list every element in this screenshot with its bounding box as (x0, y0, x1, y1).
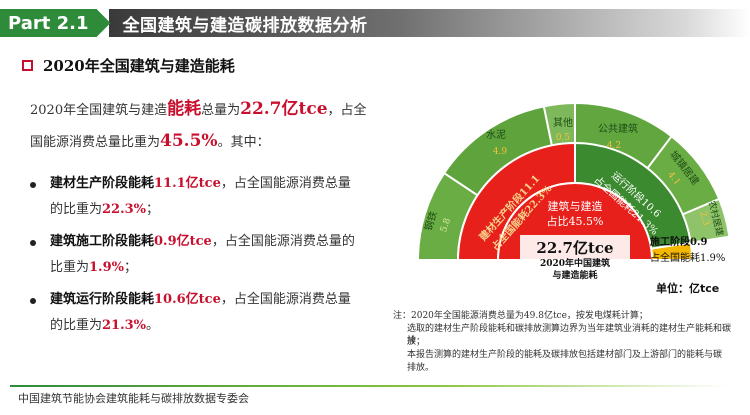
bullet-3-value: 10.6亿tce (154, 292, 221, 307)
outer-label-other: 其他 (553, 116, 573, 129)
bullet-1-line-1: 建材生产阶段能耗11.1亿tce，占全国能源消费总量 (50, 173, 390, 195)
intro-keyword: 能耗 (167, 99, 202, 119)
bullet-2-share: 1.9% (89, 260, 124, 275)
bullet-2-value: 0.9亿tce (154, 234, 212, 249)
note-line-3: 放； (407, 337, 426, 347)
intro-line2-suffix: 。其中： (217, 135, 270, 150)
bullet-dot-icon (30, 240, 36, 246)
square-bullet-icon (22, 60, 33, 71)
note-line-1: 注：2020年全国能源消费总量为49.8亿tce，按发电煤耗计算； (393, 311, 648, 321)
header-title-bar: 全国建筑与建造碳排放数据分析 (108, 9, 750, 37)
construction-label: 施工阶段0.9 (650, 237, 708, 248)
note-line-4: 本报告测算的建材生产阶段的能耗及碳排放包括建材部门及上游部门的能耗与碳 (407, 350, 723, 360)
bullet-1-line2-prefix: 的比重为 (50, 202, 103, 217)
bullet-dot-icon (30, 298, 36, 304)
total-label-bg (520, 235, 630, 280)
unit-label: 单位：亿tce (656, 282, 720, 295)
total-caption-1: 2020年中国建筑 (540, 257, 610, 269)
bullet-3-line-1: 建筑运行阶段能耗10.6亿tce，占全国能源消费总量 (50, 289, 390, 311)
bullet-3-share: 21.3% (102, 318, 147, 333)
intro-line2-prefix: 国能源消费总量比重为 (30, 135, 161, 150)
outer-label-cement: 水泥 (486, 128, 506, 141)
intro-mid: 总量为 (201, 103, 241, 118)
bullet-3-line2-prefix: 的比重为 (50, 318, 103, 333)
bullet-1-line2-suffix: ； (146, 202, 160, 217)
bullet-2-title: 建筑施工阶段能耗 (50, 234, 155, 249)
bullet-2-line2-suffix: ； (124, 260, 138, 275)
bullet-3-line-2: 的比重为21.3%。 (50, 315, 390, 337)
note-line-5: 排放。 (407, 363, 435, 373)
outer-value-cement: 4.9 (493, 147, 508, 157)
page-header: Part 2.1 全国建筑与建造碳排放数据分析 (0, 6, 750, 40)
intro-line-1: 2020年全国建筑与建造能耗总量为22.7亿tce，占全 (30, 98, 390, 122)
construction-share: 占全国能耗1.9% (650, 253, 726, 264)
bullet-3-text: ，占全国能源消费总量 (220, 292, 351, 307)
page-title: 全国建筑与建造碳排放数据分析 (122, 15, 368, 36)
bullet-2-line2-prefix: 比重为 (50, 260, 90, 275)
center-label-1: 建筑与建造 (548, 199, 603, 213)
bullet-3-title: 建筑运行阶段能耗 (50, 292, 155, 307)
intro-line-2: 国能源消费总量比重为45.5%。其中： (30, 130, 390, 154)
outer-value-public-building: 4.2 (607, 141, 621, 151)
total-caption-2: 与建造能耗 (552, 269, 597, 280)
total-value: 22.7亿tce (536, 239, 613, 257)
bullet-1-text: ，占全国能源消费总量 (220, 176, 351, 191)
bullet-dot-icon (30, 182, 36, 188)
bullet-1-value: 11.1亿tce (154, 176, 221, 191)
intro-total: 22.7亿tce (240, 99, 328, 119)
bullet-3-line2-suffix: 。 (146, 318, 160, 333)
intro-suffix: ，占全 (327, 103, 367, 118)
bullet-2-line-2: 比重为1.9%； (50, 257, 390, 279)
intro-prefix: 2020年全国建筑与建造 (30, 103, 168, 118)
outer-value-steel: 5.8 (439, 217, 453, 234)
intro-share: 45.5% (160, 131, 218, 151)
center-label-2: 占比45.5% (547, 214, 604, 228)
bullet-2-line-1: 建筑施工阶段能耗0.9亿tce，占全国能源消费总量的 (50, 231, 390, 253)
note-line-2: 选取的建材生产阶段能耗和碳排放测算边界为当年建筑业消耗的建材生产能耗和碳排 (407, 324, 732, 346)
section-title: 2020年全国建筑与建造能耗 (43, 57, 235, 75)
part-tag: Part 2.1 (0, 9, 97, 37)
outer-label-public-building: 公共建筑 (598, 122, 638, 135)
bullet-2-text: ，占全国能源消费总量的 (211, 234, 355, 249)
footer-divider (10, 385, 730, 387)
bullet-1-title: 建材生产阶段能耗 (50, 176, 155, 191)
bullet-1-line-2: 的比重为22.3%； (50, 199, 390, 221)
outer-value-rural-residential: 2.3 (697, 210, 710, 227)
section-heading: 2020年全国建筑与建造能耗 (22, 55, 235, 76)
bullet-1-share: 22.3% (102, 202, 147, 217)
energy-sunburst-chart: 建筑与建造 占比45.5% 建材生产阶段11.1 占全国能耗22.3% 运行阶段… (416, 101, 731, 280)
footer-source: 中国建筑节能协会建筑能耗与碳排放数据专委会 (18, 392, 249, 405)
outer-value-other: 0.5 (556, 133, 571, 143)
